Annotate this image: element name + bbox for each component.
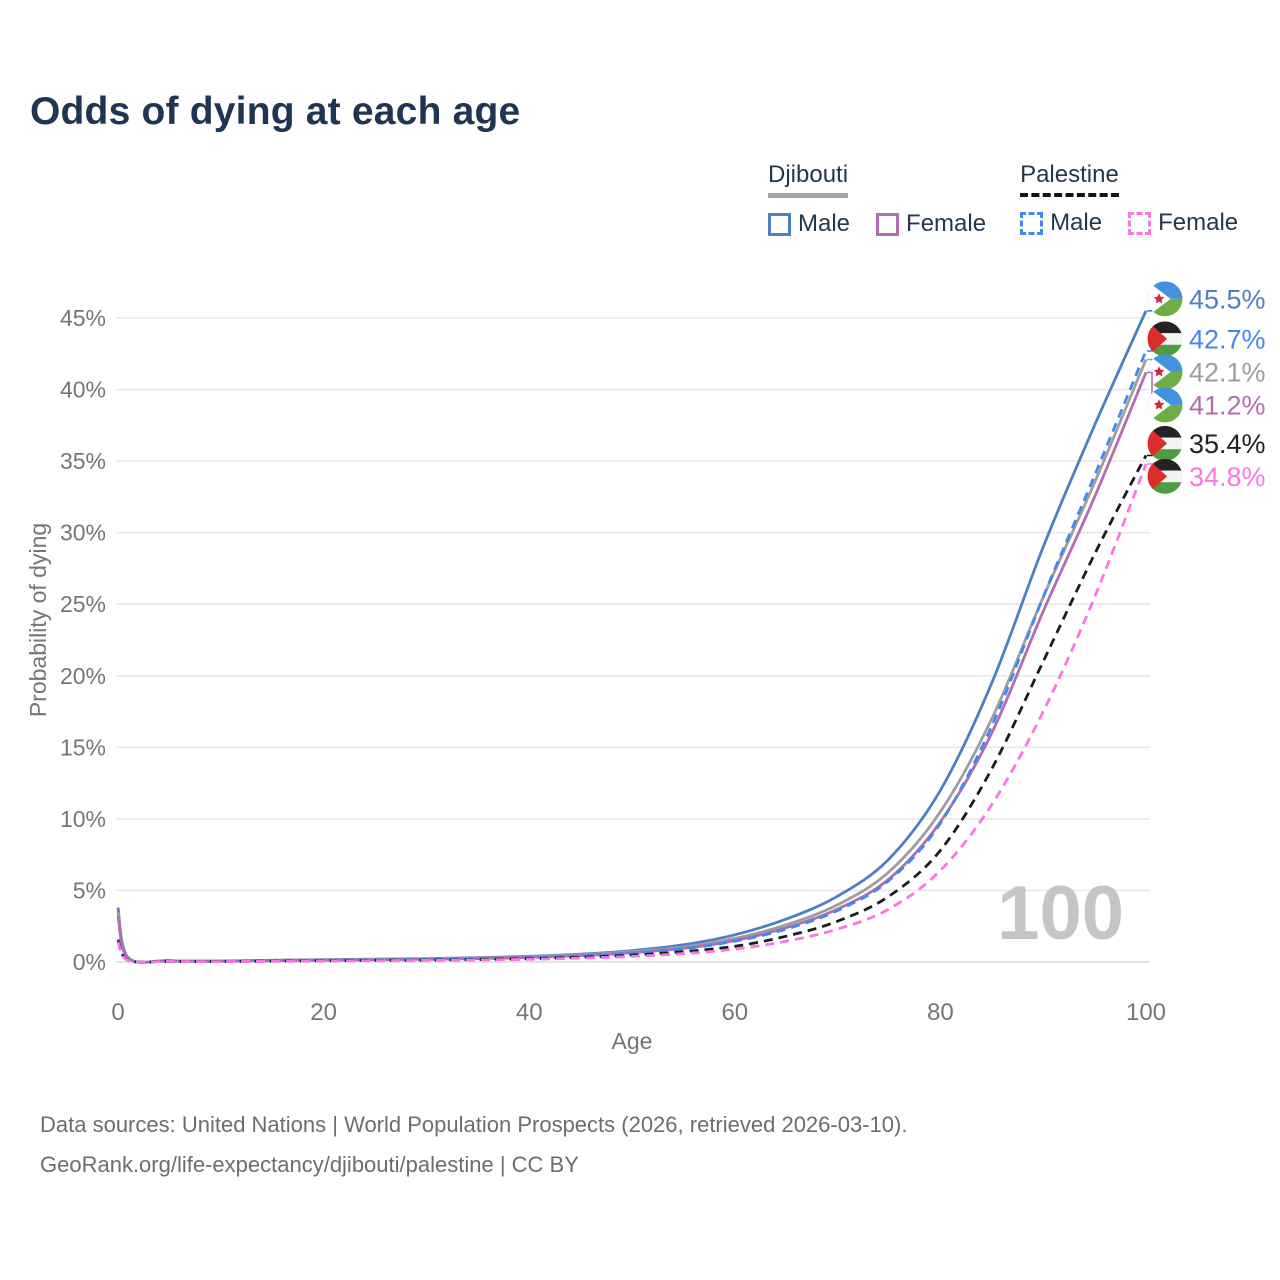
- legend-group-palestine: Palestine Male Female: [1020, 161, 1238, 238]
- djibouti-female-swatch-icon: [876, 212, 900, 236]
- palestine-flag-icon: [1147, 425, 1183, 461]
- x-tick-label-60: 60: [721, 999, 748, 1026]
- palestine-flag-icon: [1147, 321, 1183, 357]
- legend-items-palestine: Male Female: [1020, 209, 1238, 237]
- y-tick-label-15: 15%: [60, 734, 106, 760]
- end-label-djibouti-female: 41.2%: [1147, 371, 1266, 423]
- y-tick-label-35: 35%: [60, 448, 106, 474]
- djibouti-flag-icon: [1147, 387, 1183, 423]
- end-label-value: 35.4%: [1189, 429, 1266, 459]
- y-tick-label-25: 25%: [60, 591, 106, 617]
- age-watermark: 100: [997, 871, 1124, 956]
- end-label-djibouti-male: 45.5%: [1147, 281, 1266, 317]
- legend-label-djibouti-male: Male: [798, 210, 851, 237]
- palestine-male-swatch-icon: [1020, 211, 1044, 235]
- x-tick-label-100: 100: [1126, 999, 1166, 1026]
- legend-group-djibouti: Djibouti Male Female: [768, 161, 986, 238]
- x-axis-title: Age: [612, 1028, 653, 1054]
- legend-label-palestine-male: Male: [1050, 209, 1103, 236]
- x-tick-label-40: 40: [516, 999, 543, 1026]
- end-label-palestine-both: 35.4%: [1147, 425, 1266, 461]
- series-line-palestine-female[interactable]: [116, 463, 1148, 964]
- x-tick-label-20: 20: [310, 999, 337, 1026]
- djibouti-flag-icon: [1147, 354, 1183, 390]
- series-line-djibouti-both[interactable]: [116, 358, 1148, 964]
- djibouti-male-swatch-icon: [768, 212, 791, 236]
- series-line-palestine-male[interactable]: [116, 350, 1148, 964]
- chart-legend: Djibouti Male Female Palestine Male Fema…: [768, 161, 1238, 238]
- legend-item-palestine-female[interactable]: Female: [1128, 209, 1238, 237]
- legend-item-djibouti-male[interactable]: Male: [768, 210, 850, 238]
- end-label-value: 42.1%: [1189, 357, 1266, 387]
- footer-link[interactable]: GeoRank.org/life-expectancy/djibouti/pal…: [40, 1152, 579, 1177]
- x-tick-label-0: 0: [111, 999, 124, 1026]
- series-line-djibouti-male[interactable]: [116, 310, 1148, 964]
- y-tick-label-10: 10%: [60, 806, 106, 832]
- palestine-female-swatch-icon: [1128, 211, 1152, 235]
- legend-label-palestine-female: Female: [1158, 209, 1239, 236]
- legend-item-djibouti-female[interactable]: Female: [876, 210, 986, 238]
- y-tick-label-5: 5%: [73, 877, 106, 903]
- legend-items-djibouti: Male Female: [768, 210, 986, 238]
- end-label-value: 41.2%: [1189, 390, 1266, 420]
- end-label-value: 42.7%: [1189, 324, 1266, 354]
- end-label-palestine-female: 34.8%: [1147, 458, 1266, 494]
- legend-header-djibouti[interactable]: Djibouti: [768, 161, 849, 198]
- y-axis-title: Probability of dying: [25, 523, 51, 717]
- end-label-palestine-male: 42.7%: [1147, 321, 1266, 357]
- x-tick-label-80: 80: [927, 999, 954, 1026]
- end-label-value: 45.5%: [1189, 284, 1266, 314]
- end-label-djibouti-both: 42.1%: [1147, 354, 1266, 390]
- footer-data-sources: Data sources: United Nations | World Pop…: [40, 1112, 908, 1137]
- page-title: Odds of dying at each age: [30, 90, 521, 133]
- legend-label-djibouti-female: Female: [906, 210, 987, 237]
- y-tick-label-20: 20%: [60, 663, 106, 689]
- y-tick-label-45: 45%: [60, 305, 106, 331]
- y-tick-label-0: 0%: [73, 949, 106, 975]
- series-line-palestine-both[interactable]: [116, 454, 1148, 964]
- djibouti-flag-icon: [1147, 281, 1183, 317]
- legend-item-palestine-male[interactable]: Male: [1020, 209, 1102, 237]
- legend-header-palestine[interactable]: Palestine: [1020, 161, 1119, 197]
- y-tick-label-40: 40%: [60, 377, 106, 403]
- palestine-flag-icon: [1147, 458, 1183, 494]
- footer: Data sources: United Nations | World Pop…: [40, 1105, 907, 1185]
- end-label-value: 34.8%: [1189, 462, 1266, 492]
- y-tick-label-30: 30%: [60, 520, 106, 546]
